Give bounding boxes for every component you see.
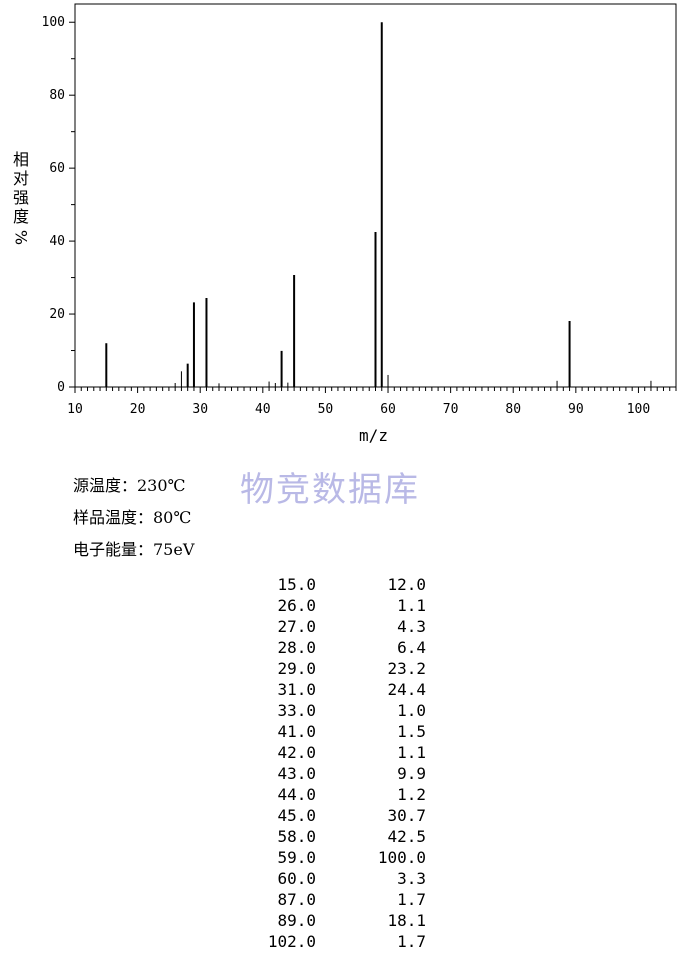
peak-intensity-value: 42.5 — [387, 827, 426, 846]
peak-intensity-value: 1.7 — [397, 890, 426, 909]
peak-intensity-value: 18.1 — [387, 911, 426, 930]
peak-mz-value: 59.0 — [277, 848, 316, 867]
peak-table-row: 60.0 3.3 — [250, 868, 426, 889]
peak-mz-value: 33.0 — [277, 701, 316, 720]
peak-mz-value: 15.0 — [277, 575, 316, 594]
sample-temperature: 样品温度：80℃ — [73, 508, 192, 527]
peak-mz-value: 102.0 — [267, 932, 316, 951]
peak-intensity-value: 1.2 — [397, 785, 426, 804]
peak-table-row: 41.0 1.5 — [250, 721, 426, 742]
peak-mz-value: 58.0 — [277, 827, 316, 846]
y-axis-label: 相 对 强 度 % — [10, 150, 32, 247]
mass-spectrum-chart: 10 20 30 40 50 60 70 80 90 100 0 20 40 60 80 100 m/z — [42, 3, 677, 445]
y-tick-label: 60 — [49, 161, 65, 176]
x-tick-label: 30 — [192, 402, 208, 417]
peak-table-row: 29.0 23.2 — [250, 658, 426, 679]
peak-mz-value: 60.0 — [277, 869, 316, 888]
peak-intensity-value: 1.5 — [397, 722, 426, 741]
peak-intensity-value: 1.1 — [397, 596, 426, 615]
peak-intensity-value: 12.0 — [387, 575, 426, 594]
peak-table-row: 27.0 4.3 — [250, 616, 426, 637]
y-tick-label: 100 — [42, 15, 65, 30]
peak-table-row: 44.0 1.2 — [250, 784, 426, 805]
watermark-text: 物竞数据库 — [240, 470, 420, 510]
peak-intensity-value: 4.3 — [397, 617, 426, 636]
peak-mz-value: 27.0 — [277, 617, 316, 636]
peak-table-row: 45.0 30.7 — [250, 805, 426, 826]
peak-mz-value: 87.0 — [277, 890, 316, 909]
peak-table-row: 26.0 1.1 — [250, 595, 426, 616]
peak-table-row: 31.0 24.4 — [250, 679, 426, 700]
peak-table-row: 102.0 1.7 — [250, 931, 426, 952]
x-tick-label: 90 — [568, 402, 584, 417]
electron-energy: 电子能量：75eV — [73, 540, 195, 559]
peak-table-row: 28.0 6.4 — [250, 637, 426, 658]
peak-intensity-value: 6.4 — [397, 638, 426, 657]
x-tick-label: 60 — [380, 402, 396, 417]
peak-intensity-value: 1.7 — [397, 932, 426, 951]
peak-intensity-value: 1.1 — [397, 743, 426, 762]
peak-intensity-value: 100.0 — [377, 848, 426, 867]
peak-mz-value: 31.0 — [277, 680, 316, 699]
peak-table-row: 87.0 1.7 — [250, 889, 426, 910]
y-tick-label: 40 — [49, 234, 65, 249]
peak-mz-value: 26.0 — [277, 596, 316, 615]
peak-table: 15.0 12.0 26.0 1.1 27.0 4.3 28.0 6.4 29.0 23.2 31.… — [250, 574, 426, 952]
peak-table-row: 89.0 18.1 — [250, 910, 426, 931]
y-axis-label-char: 度 — [12, 207, 29, 226]
peak-table-row: 33.0 1.0 — [250, 700, 426, 721]
peak-intensity-value: 23.2 — [387, 659, 426, 678]
peak-mz-value: 45.0 — [277, 806, 316, 825]
x-tick-label: 20 — [130, 402, 146, 417]
source-temperature: 源温度：230℃ — [73, 476, 186, 495]
peak-table-row: 58.0 42.5 — [250, 826, 426, 847]
peak-intensity-value: 3.3 — [397, 869, 426, 888]
peak-intensity-value: 24.4 — [387, 680, 426, 699]
peak-mz-value: 29.0 — [277, 659, 316, 678]
y-tick-label: 0 — [57, 380, 65, 395]
peak-mz-value: 43.0 — [277, 764, 316, 783]
peak-mz-value: 89.0 — [277, 911, 316, 930]
y-axis-label-char: 对 — [12, 169, 29, 188]
y-axis-label-char: 强 — [12, 188, 29, 207]
peak-mz-value: 44.0 — [277, 785, 316, 804]
x-axis-title: m/z — [359, 426, 388, 445]
y-axis-label-char: 相 — [12, 150, 29, 169]
peak-mz-value: 41.0 — [277, 722, 316, 741]
peak-table-row: 42.0 1.1 — [250, 742, 426, 763]
peak-mz-value: 28.0 — [277, 638, 316, 657]
x-tick-label: 40 — [255, 402, 271, 417]
x-tick-label: 80 — [505, 402, 521, 417]
peak-intensity-value: 9.9 — [397, 764, 426, 783]
x-tick-label: 100 — [627, 402, 650, 417]
y-tick-label: 20 — [49, 307, 65, 322]
peak-table-row: 59.0 100.0 — [250, 847, 426, 868]
peak-table-row: 43.0 9.9 — [250, 763, 426, 784]
peak-table-row: 15.0 12.0 — [250, 574, 426, 595]
x-tick-label: 70 — [443, 402, 459, 417]
peak-intensity-value: 30.7 — [387, 806, 426, 825]
y-axis-label-unit: % — [11, 229, 31, 246]
peak-mz-value: 42.0 — [277, 743, 316, 762]
x-tick-label: 10 — [67, 402, 83, 417]
x-tick-label: 50 — [318, 402, 334, 417]
y-tick-label: 80 — [49, 88, 65, 103]
peak-intensity-value: 1.0 — [397, 701, 426, 720]
